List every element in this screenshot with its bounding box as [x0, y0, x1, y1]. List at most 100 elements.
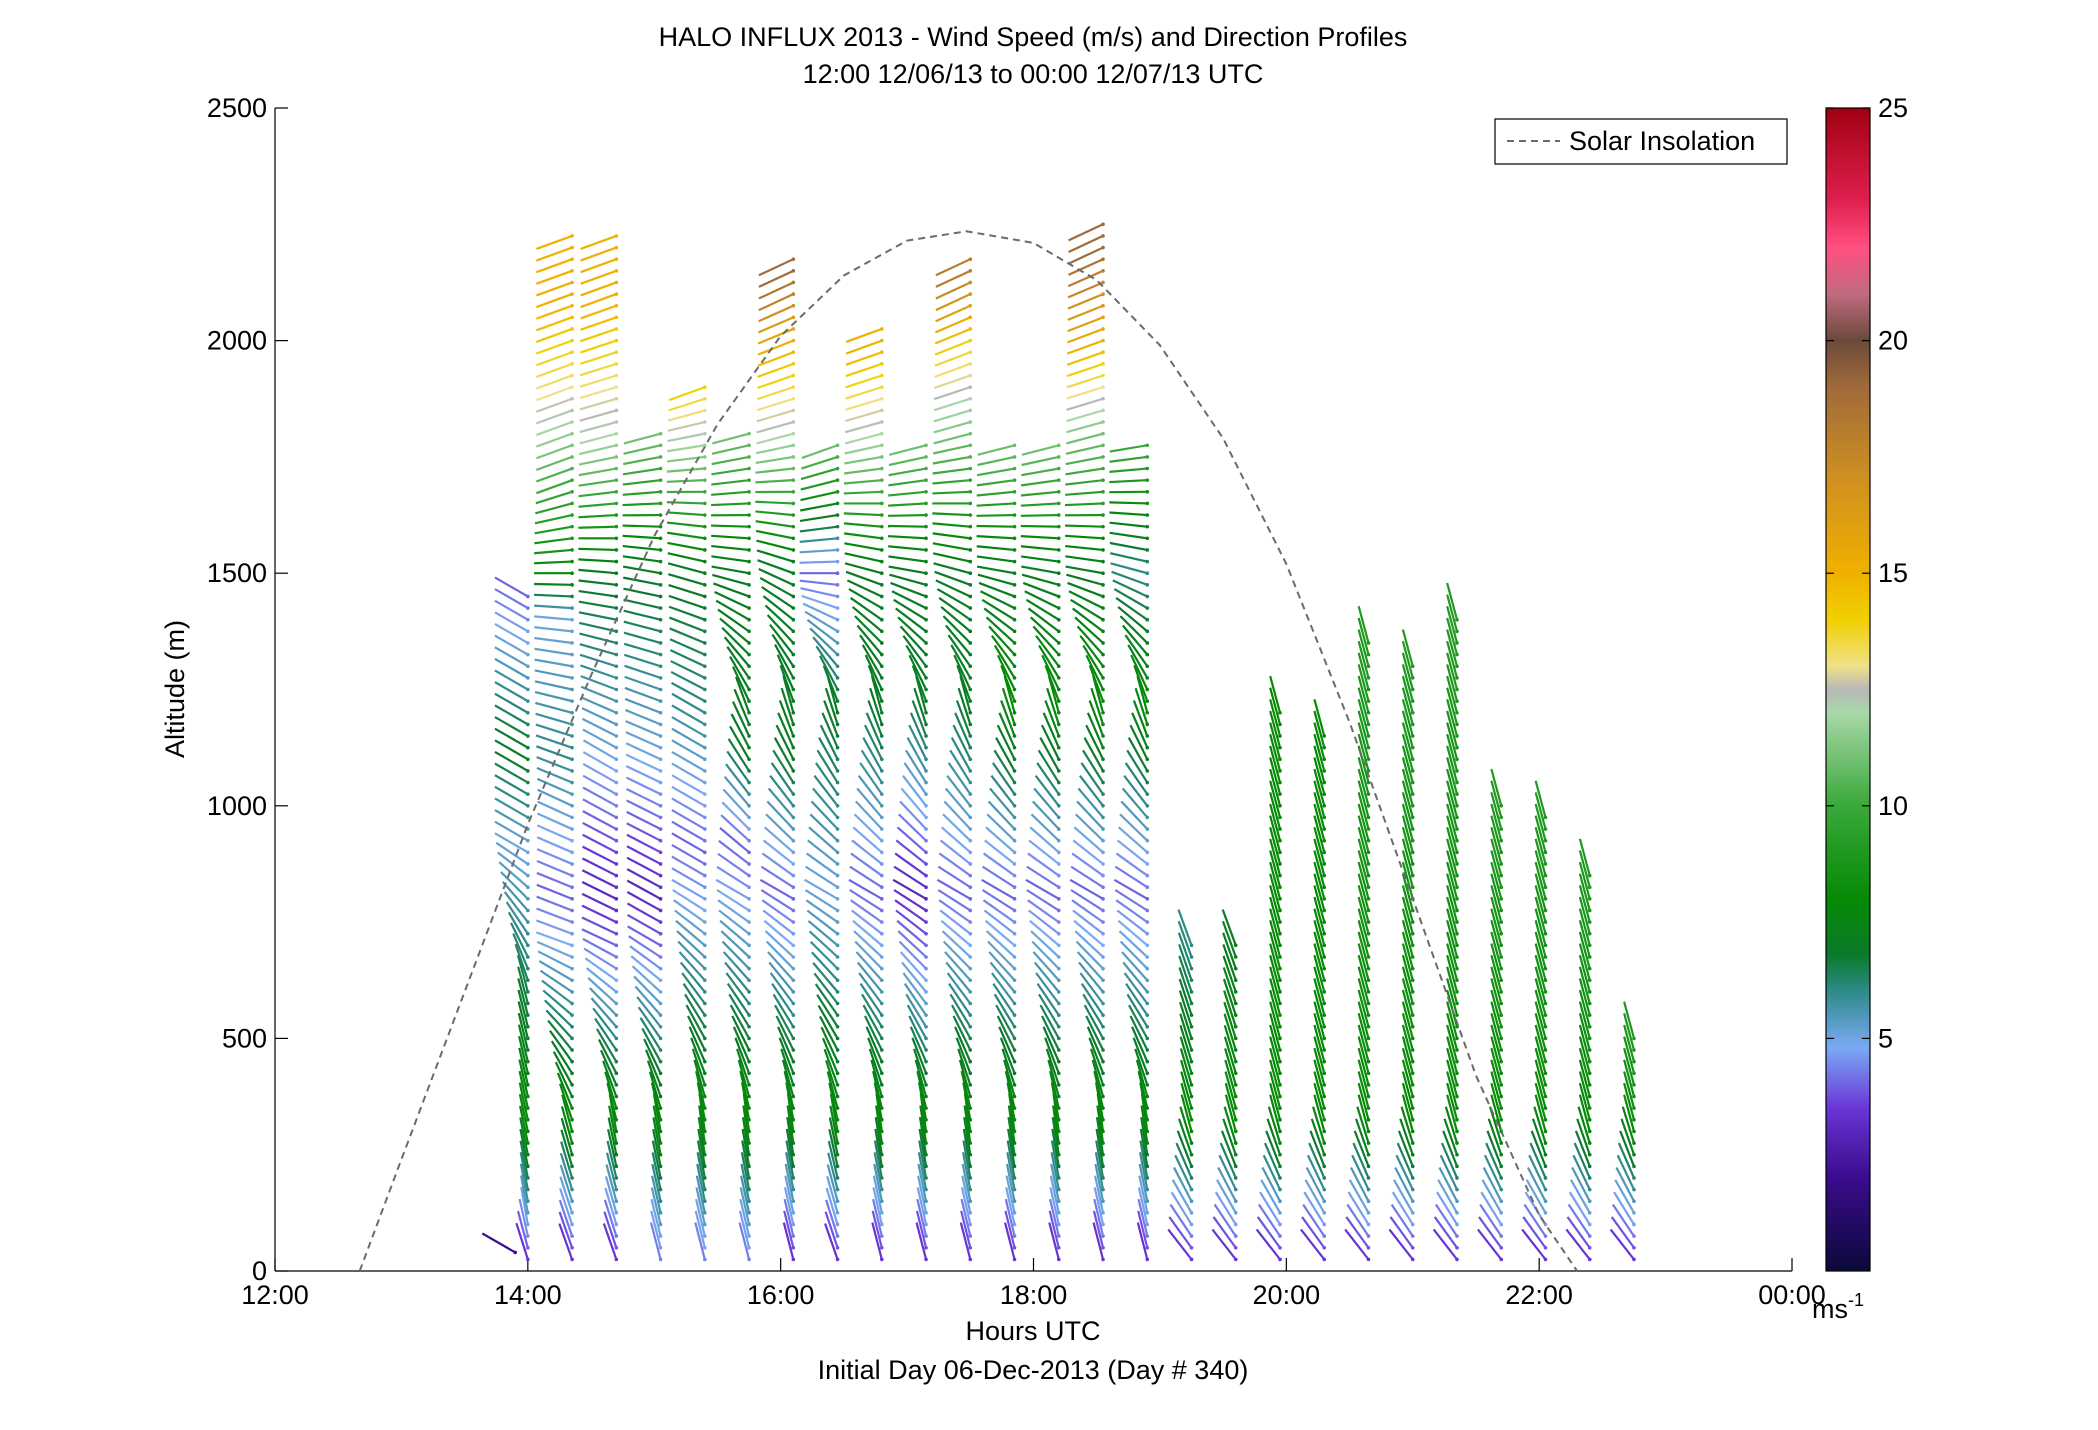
wind-barb-point	[924, 1176, 928, 1180]
wind-barb-point	[570, 246, 574, 250]
wind-barb-point	[1544, 1153, 1548, 1157]
wind-barb-point	[570, 862, 574, 866]
wind-barb-point	[880, 885, 884, 889]
wind-barb-point	[526, 1130, 530, 1134]
wind-barb-point	[570, 443, 574, 447]
wind-barb-point	[880, 804, 884, 808]
wind-barb-point	[747, 1095, 751, 1099]
wind-barb-point	[1322, 978, 1326, 982]
wind-barb-point	[792, 967, 796, 971]
wind-barb-point	[1588, 1153, 1592, 1157]
wind-barb-point	[1145, 676, 1149, 680]
wind-barb-point	[1013, 1071, 1017, 1075]
wind-barb-point	[615, 1188, 619, 1192]
wind-barb-point	[1632, 1188, 1636, 1192]
wind-barb-point	[880, 909, 884, 913]
wind-barb-point	[747, 1071, 751, 1075]
wind-barb-point	[1057, 920, 1061, 924]
wind-barb-point	[1057, 851, 1061, 855]
wind-barb-point	[924, 1234, 928, 1238]
wind-barb-point	[1101, 804, 1105, 808]
wind-barb-point	[1632, 1211, 1636, 1215]
wind-barb	[888, 556, 926, 561]
wind-barb-point	[570, 653, 574, 657]
wind-barb-point	[1455, 990, 1459, 994]
wind-barb	[1066, 434, 1103, 444]
wind-barb-point	[1013, 909, 1017, 913]
wind-barb	[672, 868, 705, 887]
wind-barb-point	[526, 1083, 530, 1087]
wind-barb	[939, 853, 970, 875]
wind-barb-point	[615, 664, 619, 668]
wind-barb-point	[1499, 955, 1503, 959]
wind-barb-point	[792, 1188, 796, 1192]
wind-barb-point	[1145, 699, 1149, 703]
wind-barb	[534, 616, 572, 619]
wind-barb-point	[703, 664, 707, 668]
wind-barb-point	[526, 699, 530, 703]
wind-barb	[667, 523, 705, 527]
wind-barb-point	[1455, 653, 1459, 657]
wind-barb-point	[1013, 1258, 1017, 1262]
wind-barb	[536, 294, 572, 307]
wind-barb-point	[659, 792, 663, 796]
wind-barb	[888, 503, 926, 505]
wind-barb	[536, 364, 572, 377]
wind-barb	[580, 644, 617, 654]
wind-barb	[977, 515, 1015, 516]
wind-barb-point	[570, 374, 574, 378]
wind-barb-point	[924, 909, 928, 913]
wind-barb	[668, 434, 705, 441]
wind-barb-point	[1455, 920, 1459, 924]
wind-barb-point	[1455, 885, 1459, 889]
wind-barb-point	[1013, 920, 1017, 924]
wind-barb-point	[924, 1246, 928, 1250]
wind-barb-point	[1278, 804, 1282, 808]
wind-barb	[845, 434, 882, 444]
wind-barb-point	[1411, 885, 1415, 889]
wind-barb-point	[1145, 920, 1149, 924]
wind-barb-point	[526, 676, 530, 680]
wind-barb-point	[1234, 944, 1238, 948]
wind-barb-point	[1455, 769, 1459, 773]
wind-barb-point	[1455, 618, 1459, 622]
wind-barb-point	[880, 409, 884, 413]
wind-barb	[845, 553, 882, 561]
wind-barb-point	[615, 1176, 619, 1180]
wind-barb-point	[1101, 537, 1105, 541]
wind-barb-point	[570, 432, 574, 436]
wind-barb-point	[1367, 781, 1371, 785]
wind-barb	[844, 480, 882, 483]
wind-barb-point	[1544, 1165, 1548, 1169]
wind-barb-point	[1057, 676, 1061, 680]
wind-barb	[849, 880, 882, 899]
wind-barb-point	[703, 618, 707, 622]
wind-barb-point	[792, 374, 796, 378]
wind-barb	[857, 788, 882, 817]
wind-barb	[1073, 840, 1103, 864]
wind-barb	[1065, 556, 1103, 561]
wind-barb-point	[1411, 1083, 1415, 1087]
wind-barb-point	[1455, 1048, 1459, 1052]
wind-barb-point	[1190, 1118, 1194, 1122]
wind-barb-point	[659, 1002, 663, 1006]
wind-barb-point	[570, 420, 574, 424]
wind-barb-point	[1544, 1234, 1548, 1238]
wind-barb-point	[1455, 874, 1459, 878]
wind-barb	[1110, 445, 1147, 451]
wind-barb	[1034, 788, 1059, 817]
wind-barb	[668, 553, 705, 561]
wind-barb-point	[1367, 1141, 1371, 1145]
wind-barb	[718, 854, 749, 876]
wind-barb-point	[747, 1141, 751, 1145]
wind-barb-point	[1057, 1176, 1061, 1180]
wind-barb-point	[792, 885, 796, 889]
wind-barb-point	[659, 862, 663, 866]
wind-barb-point	[570, 490, 574, 494]
wind-barb-point	[703, 1188, 707, 1192]
wind-barb-point	[615, 1118, 619, 1122]
wind-barb	[719, 910, 749, 933]
wind-barb-point	[1588, 1141, 1592, 1145]
wind-barb	[766, 814, 793, 840]
wind-barb-point	[1499, 1211, 1503, 1215]
